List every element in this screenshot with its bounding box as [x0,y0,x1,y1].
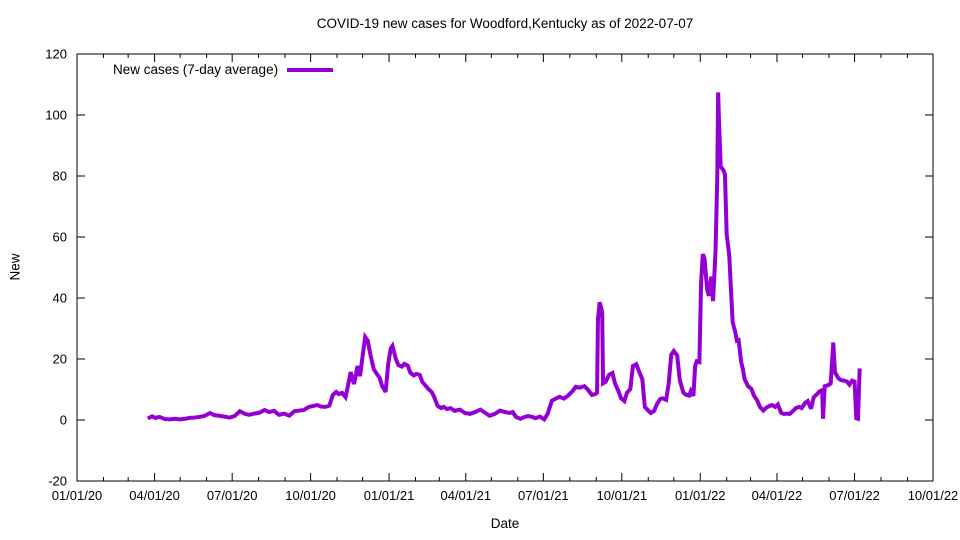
legend-label: New cases (7-day average) [113,62,279,77]
x-tick-label: 10/01/21 [597,488,648,503]
x-tick-label: 10/01/22 [908,488,959,503]
y-tick-label: 20 [53,352,67,367]
x-tick-label: 07/01/22 [829,488,880,503]
x-tick-label: 01/01/21 [364,488,415,503]
y-tick-label: 60 [53,230,67,245]
legend-line-swatch [287,67,334,72]
x-tick-label: 04/01/21 [440,488,491,503]
y-axis-label: New [7,253,23,281]
legend: New cases (7-day average) [113,62,334,77]
y-tick-label: -20 [48,474,67,489]
x-tick-label: 01/01/20 [52,488,103,503]
x-tick-label: 10/01/20 [285,488,336,503]
y-tick-label: 120 [45,47,67,62]
y-tick-label: 0 [60,413,67,428]
x-tick-label: 07/01/21 [518,488,569,503]
plot-frame [76,53,934,482]
x-tick-label: 04/01/22 [752,488,803,503]
x-axis-label: Date [490,516,520,531]
x-tick-label: 01/01/22 [675,488,726,503]
series-line [146,92,862,423]
y-tick-label: 80 [53,169,67,184]
x-tick-label: 04/01/20 [129,488,180,503]
chart-title: COVID-19 new cases for Woodford,Kentucky… [316,16,694,31]
x-tick-label: 07/01/20 [207,488,258,503]
y-tick-label: 100 [45,108,67,123]
y-tick-label: 40 [53,291,67,306]
